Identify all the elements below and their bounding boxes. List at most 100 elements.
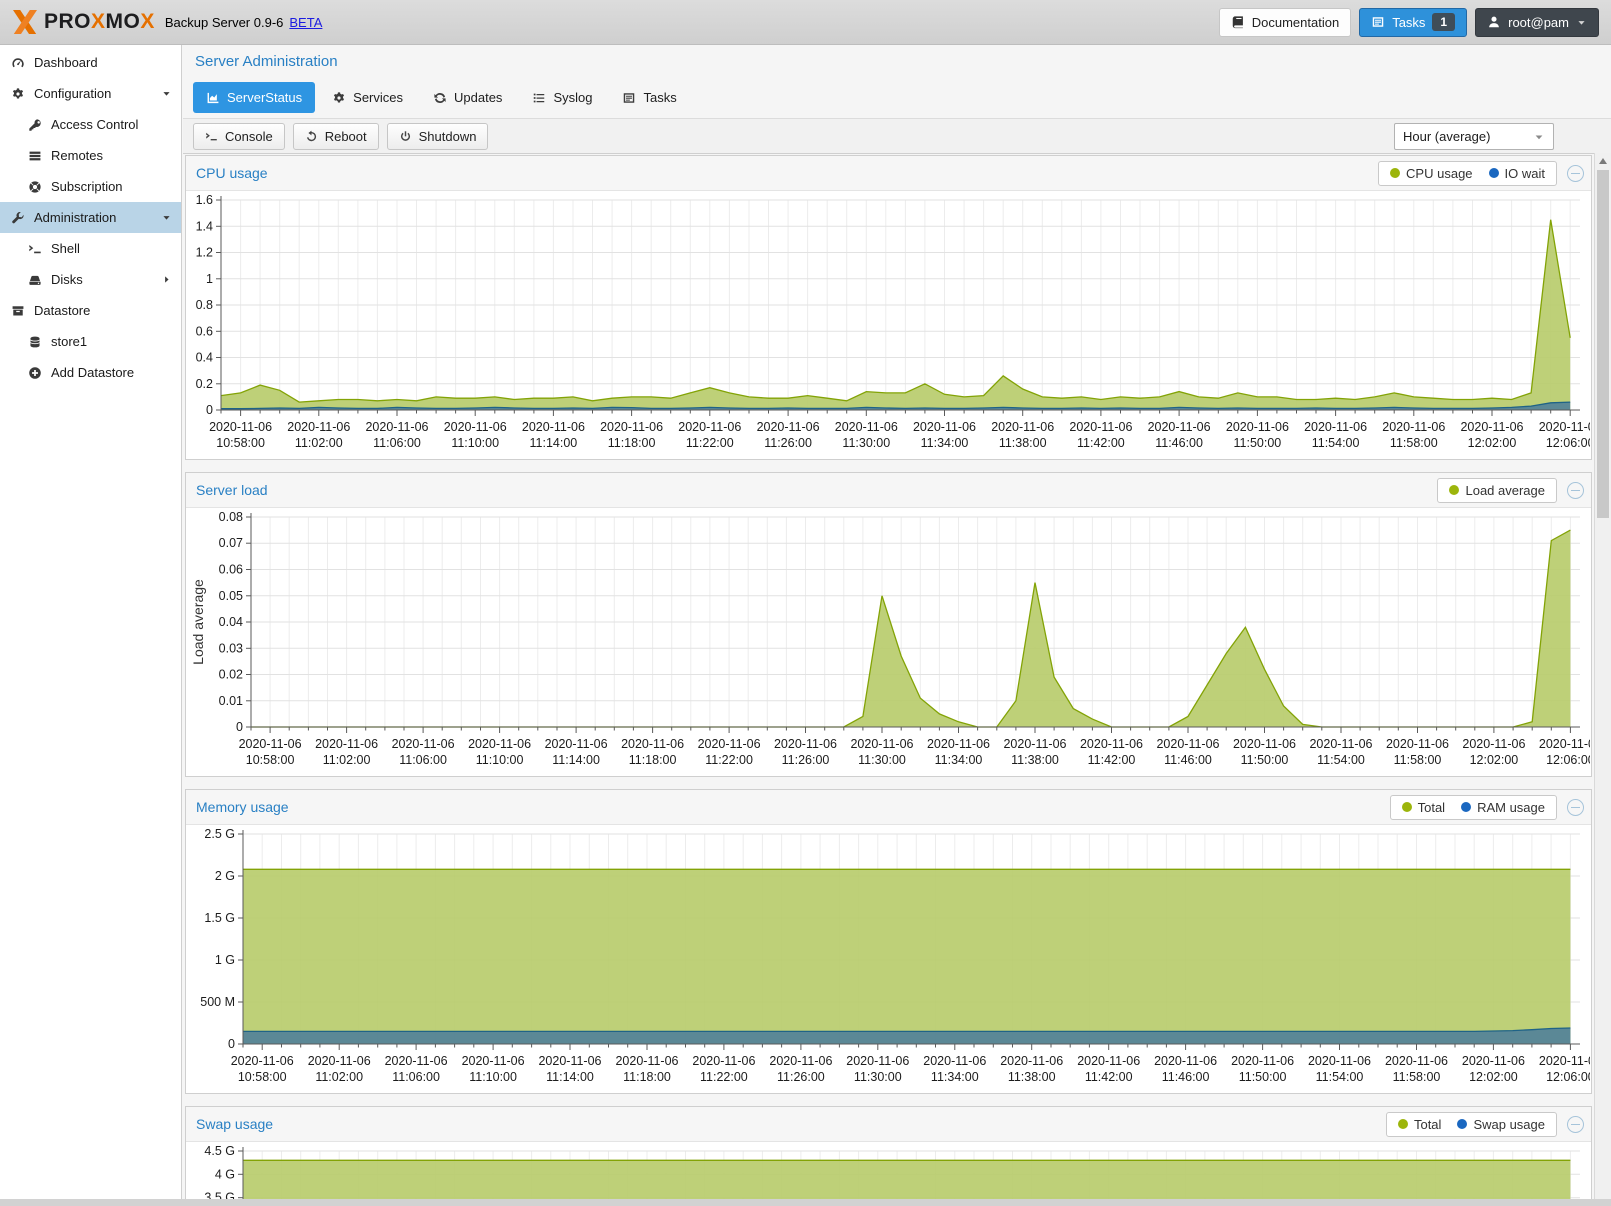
- vertical-scrollbar[interactable]: [1594, 153, 1611, 1206]
- beta-link[interactable]: BETA: [289, 14, 323, 30]
- plus-circle-icon: [28, 366, 42, 380]
- tasks-icon: [1371, 15, 1385, 29]
- tasks-button[interactable]: Tasks 1: [1359, 7, 1468, 37]
- scroll-up-arrow-icon[interactable]: [1599, 158, 1607, 164]
- legend-item: Load average: [1449, 483, 1545, 498]
- terminal-icon: [28, 242, 42, 256]
- svg-text:2020-11-06: 2020-11-06: [600, 420, 663, 434]
- proxmox-x-icon: [10, 9, 40, 35]
- svg-text:11:02:00: 11:02:00: [323, 753, 371, 767]
- console-button[interactable]: Console: [193, 122, 285, 150]
- scrollbar-thumb[interactable]: [1597, 170, 1609, 518]
- collapse-panel-icon[interactable]: [1567, 481, 1584, 499]
- panel-header: Swap usage Total Swap usage: [186, 1107, 1591, 1142]
- svg-text:11:06:00: 11:06:00: [373, 436, 421, 450]
- sidebar-item-administration[interactable]: Administration: [0, 202, 181, 233]
- svg-text:11:42:00: 11:42:00: [1077, 436, 1125, 450]
- panel-memory-usage: Memory usage Total RAM usage 0 500 M 1 G 1.5 G…: [185, 789, 1602, 1094]
- svg-text:2020-11-06: 2020-11-06: [621, 737, 684, 751]
- svg-text:2020-11-06: 2020-11-06: [538, 1054, 601, 1068]
- caret-down-icon: [161, 212, 172, 223]
- svg-text:12:06:00: 12:06:00: [1546, 753, 1590, 767]
- panels: CPU usage CPU usage IO wait 0 0.2 0.4 0.6 0.8 1 1…: [183, 155, 1602, 1206]
- collapse-panel-icon[interactable]: [1567, 164, 1584, 182]
- lifebuoy-icon: [28, 180, 42, 194]
- collapse-panel-icon[interactable]: [1567, 1115, 1584, 1133]
- chevron-down-icon: [1533, 131, 1545, 143]
- svg-text:2020-11-06: 2020-11-06: [1231, 1054, 1294, 1068]
- svg-text:1 G: 1 G: [215, 953, 235, 967]
- svg-text:2020-11-06: 2020-11-06: [1156, 737, 1219, 751]
- legend-dot: [1457, 1119, 1468, 1129]
- svg-text:2020-11-06: 2020-11-06: [1385, 1054, 1448, 1068]
- sidebar-item-store1[interactable]: store1: [0, 326, 181, 357]
- svg-text:0.07: 0.07: [219, 536, 243, 550]
- svg-text:2020-11-06: 2020-11-06: [1308, 1054, 1371, 1068]
- legend-label: Swap usage: [1473, 1116, 1545, 1132]
- user-icon: [1487, 15, 1501, 29]
- tasks-count-badge: 1: [1432, 13, 1456, 31]
- documentation-button[interactable]: Documentation: [1218, 7, 1352, 37]
- sidebar-item-remotes[interactable]: Remotes: [0, 140, 181, 171]
- svg-text:11:26:00: 11:26:00: [782, 753, 830, 767]
- tab-tasks[interactable]: Tasks: [609, 82, 689, 113]
- svg-text:2020-11-06: 2020-11-06: [1304, 420, 1367, 434]
- timeframe-select[interactable]: Hour (average): [1394, 123, 1554, 150]
- sidebar-item-subscription[interactable]: Subscription: [0, 171, 181, 202]
- user-menu-button[interactable]: root@pam: [1475, 7, 1599, 37]
- sidebar-item-datastore[interactable]: Datastore: [0, 295, 181, 326]
- svg-text:2020-11-06: 2020-11-06: [1069, 420, 1132, 434]
- tab-label: Services: [353, 90, 404, 105]
- sidebar-item-label: Subscription: [51, 179, 123, 194]
- sidebar-item-label: Dashboard: [34, 55, 98, 70]
- sidebar-item-configuration[interactable]: Configuration: [0, 78, 181, 109]
- sidebar-item-label: Remotes: [51, 148, 104, 163]
- svg-text:2020-11-06: 2020-11-06: [545, 737, 608, 751]
- svg-text:2020-11-06: 2020-11-06: [392, 737, 455, 751]
- svg-text:11:30:00: 11:30:00: [842, 436, 890, 450]
- sidebar-item-disks[interactable]: Disks: [0, 264, 181, 295]
- svg-text:0.2: 0.2: [196, 377, 213, 391]
- sidebar-item-label: Configuration: [34, 86, 112, 101]
- collapse-panel-icon[interactable]: [1567, 798, 1584, 816]
- svg-text:2020-11-06: 2020-11-06: [769, 1054, 832, 1068]
- svg-text:2020-11-06: 2020-11-06: [913, 420, 976, 434]
- hdd-icon: [28, 273, 42, 287]
- svg-text:2020-11-06: 2020-11-06: [1539, 1054, 1590, 1068]
- tab-label: Updates: [454, 90, 503, 105]
- svg-text:11:46:00: 11:46:00: [1162, 1070, 1210, 1084]
- sidebar-item-access-control[interactable]: Access Control: [0, 109, 181, 140]
- sidebar-item-add-datastore[interactable]: Add Datastore: [0, 357, 181, 388]
- sidebar-item-label: store1: [51, 334, 88, 349]
- toolbar: Console Reboot Shutdown Hour (average): [183, 118, 1611, 154]
- tab-serverstatus[interactable]: ServerStatus: [193, 82, 316, 113]
- sidebar-item-dashboard[interactable]: Dashboard: [0, 47, 181, 78]
- svg-text:2020-11-06: 2020-11-06: [315, 737, 378, 751]
- legend-label: CPU usage: [1406, 165, 1473, 181]
- reboot-button[interactable]: Reboot: [292, 122, 379, 150]
- svg-text:11:42:00: 11:42:00: [1085, 1070, 1133, 1084]
- shutdown-button[interactable]: Shutdown: [386, 122, 489, 150]
- tab-syslog[interactable]: Syslog: [519, 82, 605, 113]
- svg-text:2020-11-06: 2020-11-06: [1148, 420, 1211, 434]
- svg-text:2020-11-06: 2020-11-06: [468, 737, 531, 751]
- svg-text:2020-11-06: 2020-11-06: [991, 420, 1054, 434]
- sidebar-item-label: Shell: [51, 241, 80, 256]
- svg-text:Load average: Load average: [190, 579, 206, 665]
- svg-text:11:34:00: 11:34:00: [935, 753, 983, 767]
- sidebar-item-label: Access Control: [51, 117, 139, 132]
- tab-updates[interactable]: Updates: [420, 82, 515, 113]
- svg-text:2020-11-06: 2020-11-06: [1003, 737, 1066, 751]
- svg-text:0.02: 0.02: [219, 668, 243, 682]
- svg-text:2020-11-06: 2020-11-06: [1226, 420, 1289, 434]
- rows-icon: [28, 149, 42, 163]
- svg-text:1.4: 1.4: [196, 219, 213, 233]
- svg-text:2020-11-06: 2020-11-06: [1460, 420, 1523, 434]
- sidebar-item-shell[interactable]: Shell: [0, 233, 181, 264]
- svg-text:2020-11-06: 2020-11-06: [850, 737, 913, 751]
- button-label: Reboot: [324, 128, 367, 144]
- svg-text:11:22:00: 11:22:00: [705, 753, 753, 767]
- tab-services[interactable]: Services: [319, 82, 416, 113]
- panel-title: Server load: [196, 482, 268, 498]
- svg-text:11:58:00: 11:58:00: [1394, 753, 1442, 767]
